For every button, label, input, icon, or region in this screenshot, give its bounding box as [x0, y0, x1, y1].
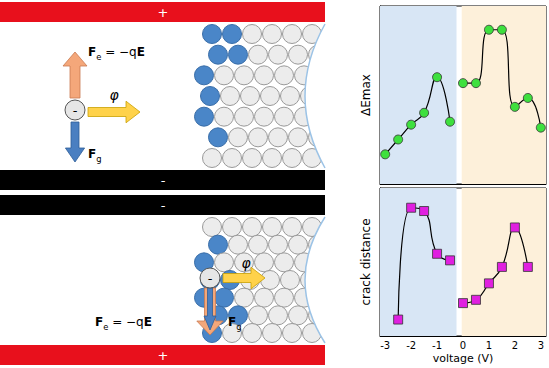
- svg-text:-: -: [208, 271, 213, 286]
- svg-text:1: 1: [486, 340, 492, 351]
- svg-text:Fe = −qE: Fe = −qE: [95, 315, 152, 332]
- svg-text:φ: φ: [241, 255, 251, 271]
- svg-text:+: +: [158, 5, 169, 20]
- svg-text:voltage (V): voltage (V): [433, 352, 494, 365]
- svg-text:-: -: [161, 198, 166, 213]
- svg-text:+: +: [158, 348, 169, 363]
- svg-text:crack distance: crack distance: [359, 218, 373, 305]
- svg-text:Fg: Fg: [88, 147, 102, 164]
- svg-text:ΔEmax: ΔEmax: [359, 74, 373, 116]
- svg-text:3: 3: [538, 340, 544, 351]
- svg-text:-2: -2: [406, 340, 416, 351]
- svg-text:Fe = −qE: Fe = −qE: [88, 45, 145, 62]
- svg-text:Fg: Fg: [228, 315, 242, 332]
- svg-text:-3: -3: [380, 340, 390, 351]
- svg-text:-: -: [73, 103, 78, 118]
- svg-text:φ: φ: [109, 87, 119, 103]
- svg-text:-1: -1: [432, 340, 442, 351]
- svg-text:2: 2: [512, 340, 518, 351]
- svg-text:-: -: [161, 173, 166, 188]
- svg-text:0: 0: [460, 340, 466, 351]
